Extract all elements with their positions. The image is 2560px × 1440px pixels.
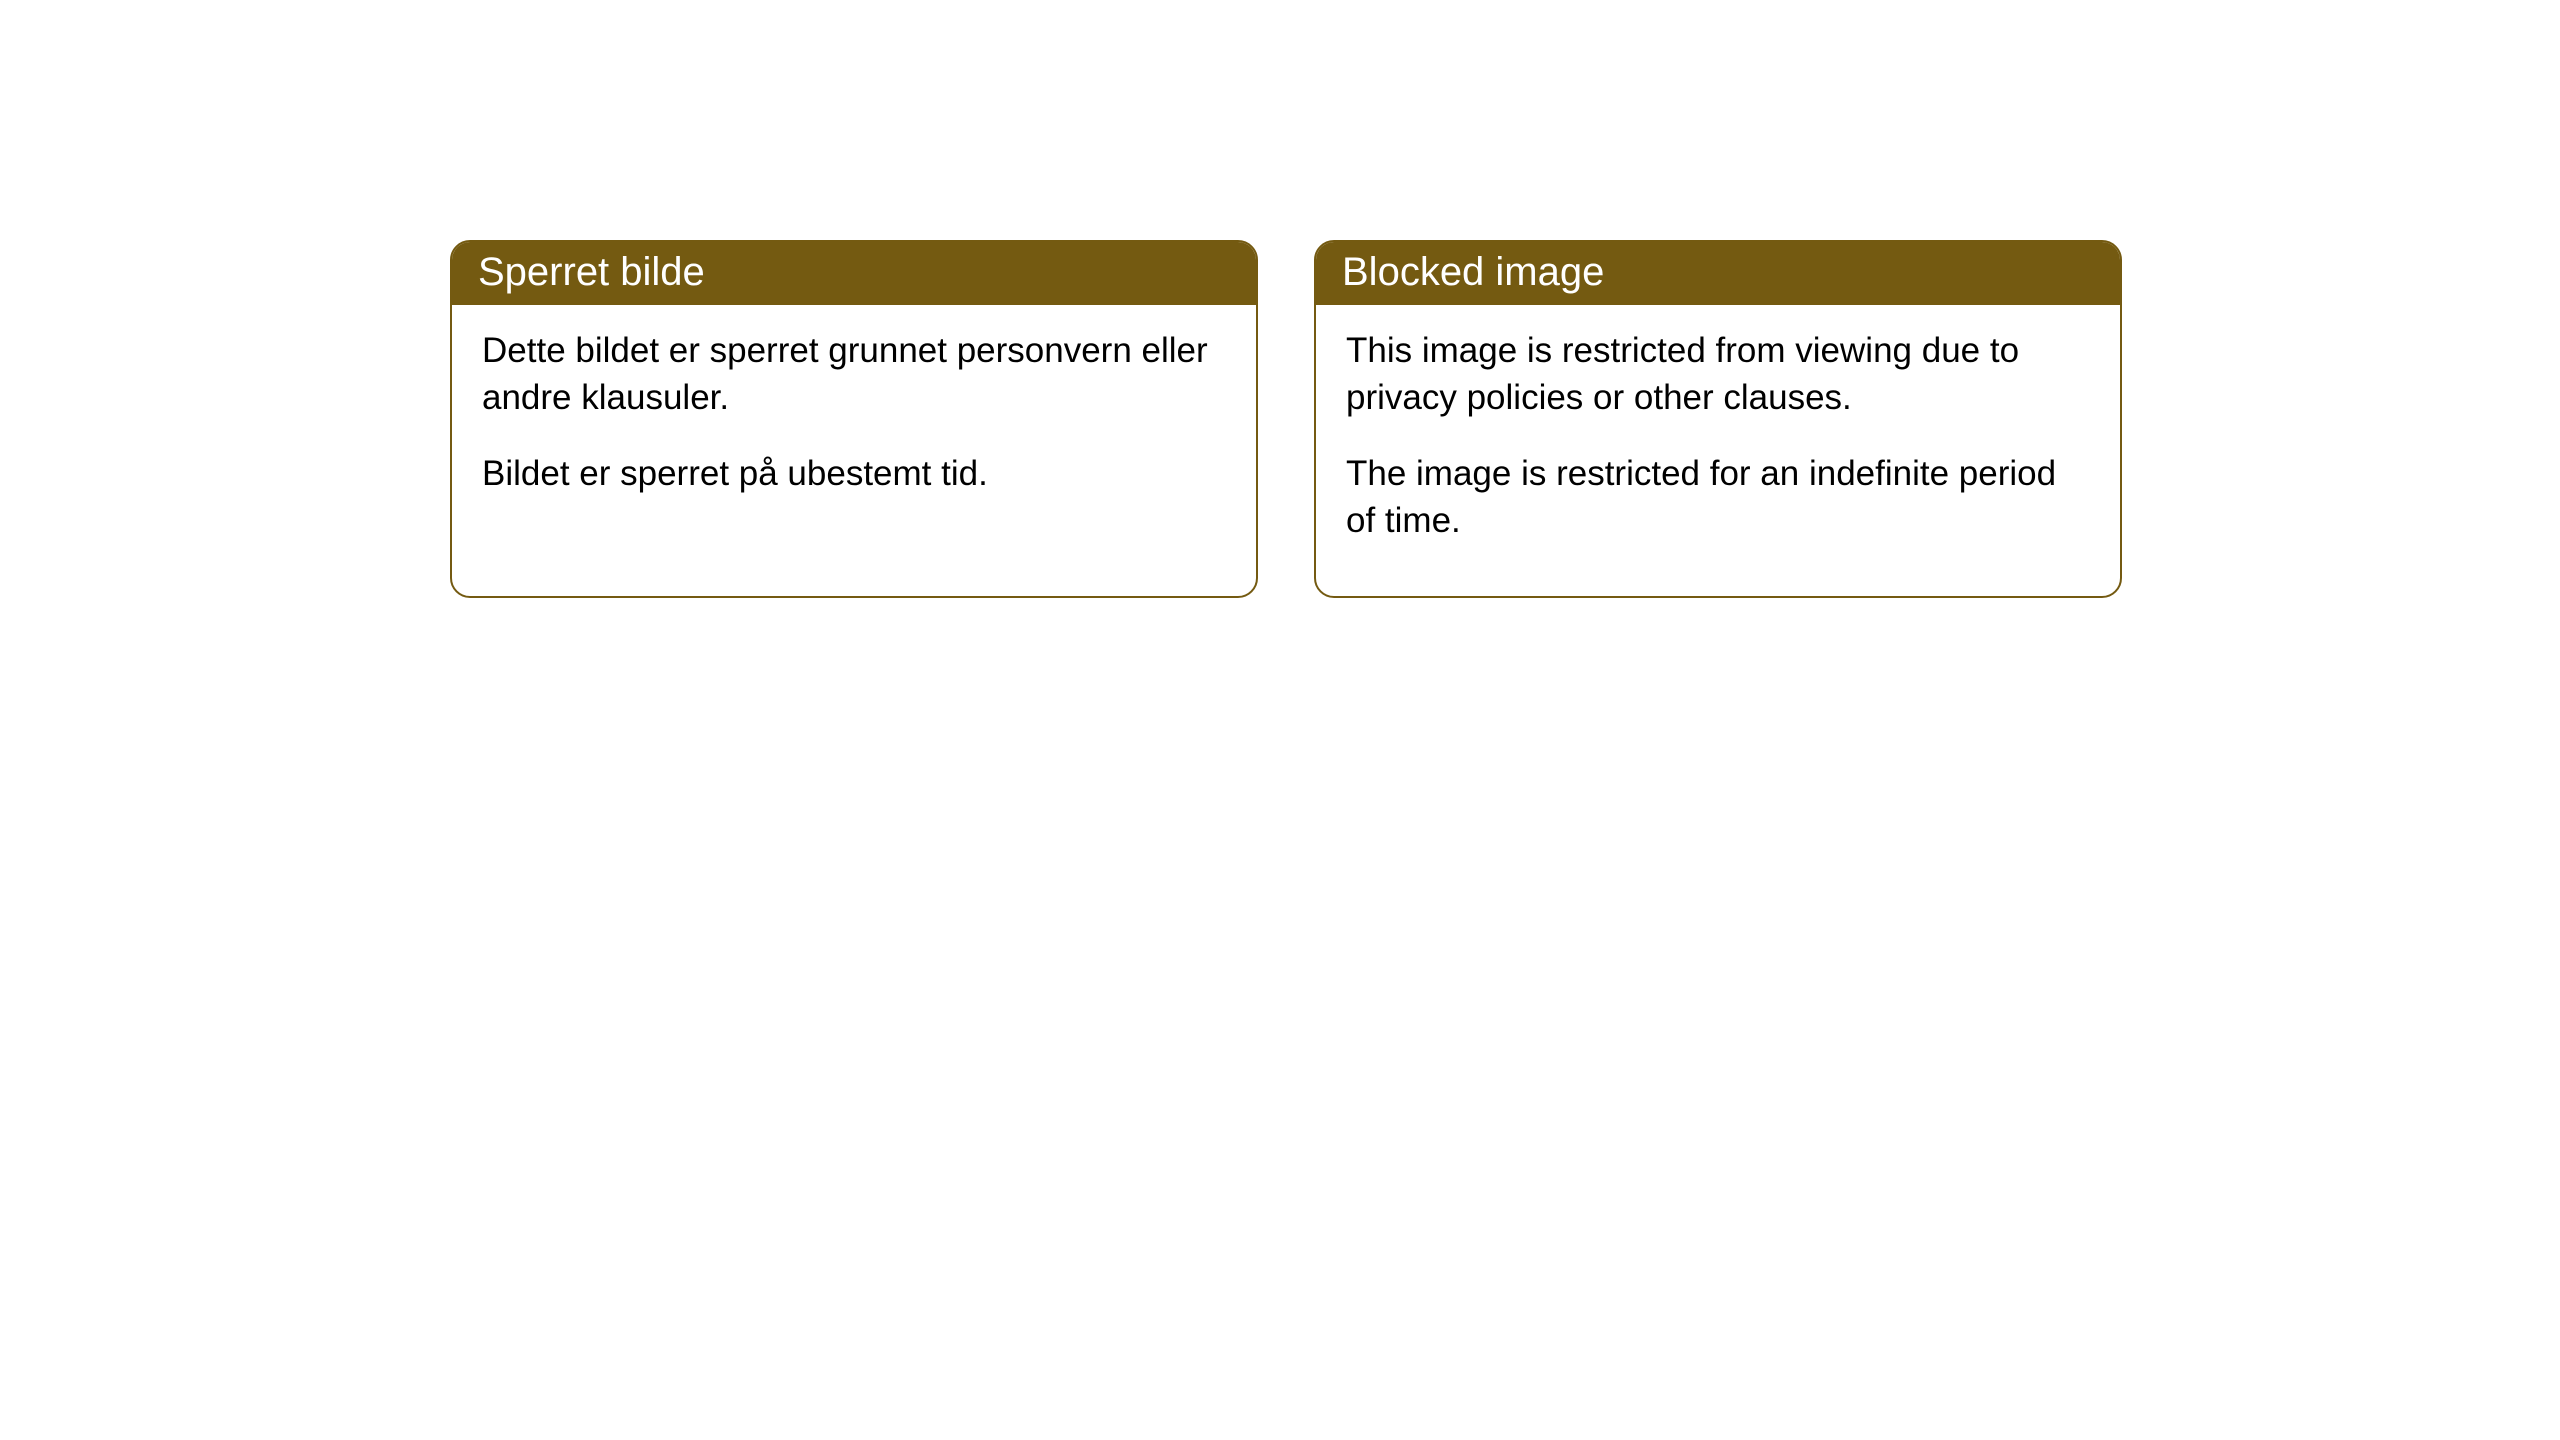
notice-header: Sperret bilde bbox=[452, 242, 1256, 305]
notice-paragraph-2: Bildet er sperret på ubestemt tid. bbox=[482, 450, 1226, 497]
notice-container: Sperret bilde Dette bildet er sperret gr… bbox=[450, 240, 2122, 598]
notice-card-norwegian: Sperret bilde Dette bildet er sperret gr… bbox=[450, 240, 1258, 598]
notice-title: Sperret bilde bbox=[478, 250, 705, 294]
notice-paragraph-1: This image is restricted from viewing du… bbox=[1346, 327, 2090, 422]
notice-paragraph-1: Dette bildet er sperret grunnet personve… bbox=[482, 327, 1226, 422]
notice-header: Blocked image bbox=[1316, 242, 2120, 305]
notice-body: This image is restricted from viewing du… bbox=[1316, 305, 2120, 596]
notice-paragraph-2: The image is restricted for an indefinit… bbox=[1346, 450, 2090, 545]
notice-title: Blocked image bbox=[1342, 250, 1604, 294]
notice-body: Dette bildet er sperret grunnet personve… bbox=[452, 305, 1256, 549]
notice-card-english: Blocked image This image is restricted f… bbox=[1314, 240, 2122, 598]
